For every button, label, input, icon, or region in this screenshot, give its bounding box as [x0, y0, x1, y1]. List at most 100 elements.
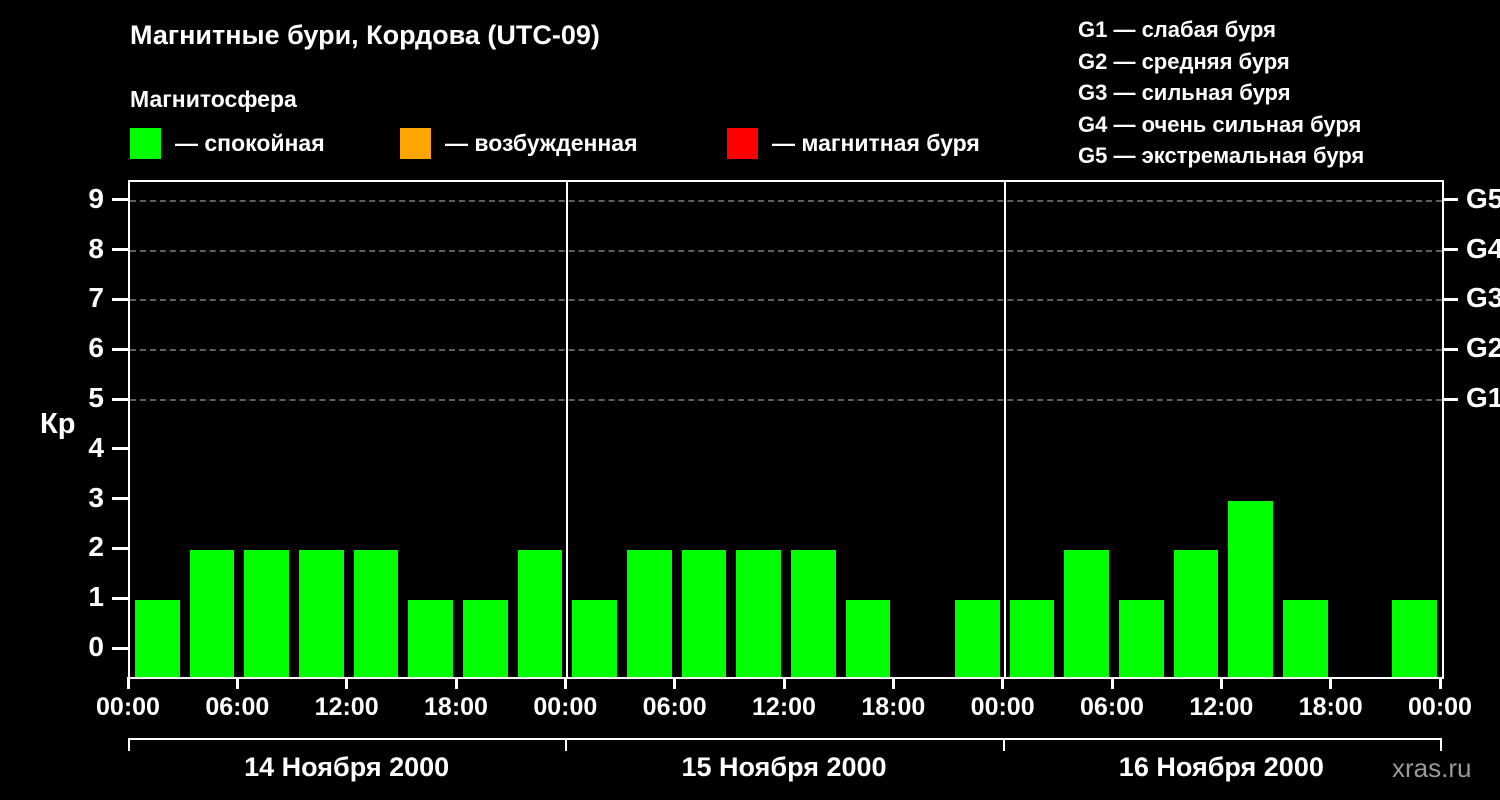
g-tick-G1 — [1442, 397, 1458, 401]
state-legend: — спокойная — возбужденная — магнитная бур… — [0, 128, 1100, 168]
time-label: 00:00 — [96, 693, 160, 721]
time-label: 12:00 — [1189, 693, 1254, 721]
y-tick-label-5: 5 — [88, 382, 104, 413]
g-axis-label-G2: G2 — [1466, 332, 1500, 364]
x-tick-6 — [782, 677, 786, 689]
kp-bar — [189, 550, 235, 677]
kp-bar — [791, 550, 836, 677]
y-tick-0 — [112, 646, 128, 650]
y-tick-3 — [112, 497, 128, 501]
kp-bar — [1119, 600, 1164, 677]
kp-bar — [1173, 550, 1219, 677]
excited-swatch — [400, 128, 431, 159]
gridline-kp-5 — [130, 399, 1442, 401]
time-label: 06:00 — [1080, 693, 1144, 721]
kp-bar — [1228, 500, 1273, 677]
kp-bar — [572, 600, 617, 677]
date-axis-tick — [1440, 738, 1442, 751]
y-tick-9 — [112, 198, 128, 202]
date-label: 16 Ноября 2000 — [1118, 752, 1324, 782]
g-axis-label-G4: G4 — [1466, 232, 1500, 264]
kp-bar — [1283, 600, 1328, 677]
date-axis-tick — [128, 738, 130, 751]
time-label: 18:00 — [1298, 693, 1363, 721]
legend-label-excited: — возбужденная — [445, 130, 638, 156]
date-axis-line — [130, 738, 1442, 740]
legend-item-storm: — магнитная буря — [727, 128, 980, 159]
x-tick-10 — [1219, 677, 1223, 689]
day-separator — [566, 182, 569, 677]
kp-bar — [353, 550, 399, 677]
x-tick-2 — [345, 677, 349, 689]
kp-bar — [517, 550, 563, 677]
y-tick-label-9: 9 — [88, 182, 104, 214]
legend-label-storm: — магнитная буря — [772, 130, 980, 156]
g-scale-legend: G1 — слабая буря G2 — средняя буря G3 — си… — [1078, 14, 1364, 172]
y-tick-6 — [112, 347, 128, 351]
g-axis-label-G1: G1 — [1466, 382, 1500, 413]
y-tick-label-4: 4 — [88, 431, 104, 463]
kp-bar — [1392, 600, 1437, 677]
x-tick-12 — [1438, 677, 1442, 689]
storm-swatch — [727, 128, 758, 159]
kp-bar — [736, 550, 781, 677]
g-legend-line-2: G2 — средняя буря — [1078, 48, 1290, 74]
kp-bar — [627, 550, 672, 677]
kp-bar — [299, 550, 344, 677]
kp-bar — [1064, 550, 1109, 677]
g-tick-G2 — [1442, 347, 1458, 351]
x-tick-7 — [891, 677, 895, 689]
watermark: xras.ru — [1392, 753, 1472, 783]
kp-bar — [408, 600, 453, 677]
g-tick-G3 — [1442, 297, 1458, 301]
y-tick-label-1: 1 — [88, 581, 104, 613]
x-tick-5 — [673, 677, 677, 689]
time-label: 00:00 — [533, 693, 598, 721]
g-legend-line-5: G5 — экстремальная буря — [1078, 143, 1365, 168]
g-legend-line-3: G3 — сильная буря — [1078, 80, 1291, 105]
x-tick-0 — [126, 677, 130, 689]
date-label: 15 Ноября 2000 — [681, 752, 887, 782]
y-axis-title: Кр — [40, 408, 76, 440]
plot-area — [128, 180, 1444, 679]
day-separator — [1003, 182, 1006, 677]
y-tick-label-3: 3 — [88, 481, 104, 513]
time-label: 12:00 — [314, 693, 379, 721]
g-axis-label-G3: G3 — [1466, 282, 1500, 314]
time-label: 12:00 — [752, 693, 816, 721]
g-axis-label-G5: G5 — [1466, 182, 1500, 214]
time-label: 18:00 — [424, 693, 488, 721]
time-label: 06:00 — [642, 693, 707, 721]
y-tick-label-6: 6 — [88, 332, 104, 364]
x-tick-9 — [1110, 677, 1114, 689]
kp-bar — [244, 550, 289, 677]
y-tick-2 — [112, 546, 128, 550]
y-tick-8 — [112, 248, 128, 252]
y-tick-4 — [112, 447, 128, 451]
g-legend-line-1: G1 — слабая буря — [1078, 17, 1277, 42]
y-tick-7 — [112, 297, 128, 301]
time-label: 00:00 — [1408, 693, 1472, 721]
date-axis-tick — [565, 738, 568, 751]
legend-item-quiet: — спокойная — [130, 128, 325, 159]
x-tick-8 — [1001, 677, 1005, 689]
y-tick-label-2: 2 — [88, 531, 104, 563]
g-legend-line-4: G4 — очень сильная буря — [1078, 111, 1362, 137]
quiet-swatch — [130, 128, 161, 159]
date-axis-tick — [1002, 738, 1005, 751]
kp-bar — [135, 600, 180, 677]
magnetosphere-label: Магнитосфера — [130, 86, 297, 112]
g-tick-G4 — [1442, 248, 1458, 252]
kp-bar — [955, 600, 1000, 677]
y-tick-label-8: 8 — [88, 232, 104, 264]
time-label: 00:00 — [970, 693, 1035, 721]
x-tick-4 — [563, 677, 567, 689]
y-tick-label-0: 0 — [88, 631, 104, 662]
gridline-kp-7 — [130, 299, 1442, 302]
y-tick-label-7: 7 — [88, 282, 104, 314]
x-tick-3 — [454, 677, 458, 689]
x-tick-11 — [1329, 677, 1333, 689]
g-tick-G5 — [1442, 198, 1458, 202]
x-tick-1 — [235, 677, 239, 689]
y-tick-1 — [112, 596, 128, 600]
